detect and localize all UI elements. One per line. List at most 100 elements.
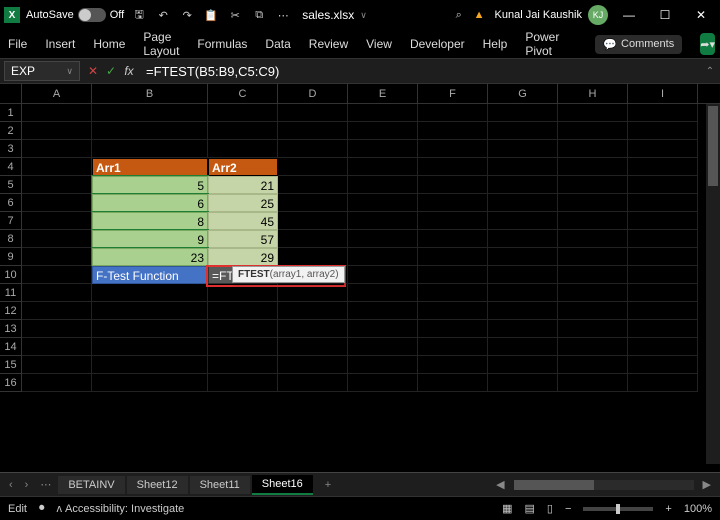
cell[interactable] xyxy=(558,104,628,122)
cell[interactable] xyxy=(348,356,418,374)
cell[interactable] xyxy=(418,104,488,122)
cell[interactable] xyxy=(348,374,418,392)
cell[interactable] xyxy=(208,284,278,302)
cell[interactable] xyxy=(418,302,488,320)
zoom-level[interactable]: 100% xyxy=(684,503,712,515)
copy-icon[interactable]: ⧉ xyxy=(250,9,268,22)
cell[interactable] xyxy=(348,212,418,230)
cell[interactable] xyxy=(628,302,698,320)
cell[interactable] xyxy=(348,320,418,338)
cell[interactable] xyxy=(348,266,418,284)
cell[interactable] xyxy=(208,356,278,374)
col-header[interactable]: C xyxy=(208,84,278,103)
cell[interactable] xyxy=(488,230,558,248)
view-pagebreak-icon[interactable]: ▯ xyxy=(547,502,553,515)
cell[interactable] xyxy=(208,122,278,140)
cell[interactable] xyxy=(628,266,698,284)
namebox-chevron-icon[interactable]: ∨ xyxy=(66,66,73,77)
maximize-button[interactable]: ☐ xyxy=(650,8,680,22)
sheet-nav-more[interactable]: ⋯ xyxy=(35,478,56,491)
cell[interactable] xyxy=(488,176,558,194)
row-header[interactable]: 1 xyxy=(0,104,22,122)
cell[interactable] xyxy=(558,338,628,356)
row-header[interactable]: 4 xyxy=(0,158,22,176)
expand-formula-icon[interactable]: ⌃ xyxy=(700,66,720,77)
cell[interactable] xyxy=(418,140,488,158)
zoom-in-button[interactable]: + xyxy=(665,503,671,515)
cell[interactable] xyxy=(488,302,558,320)
cell[interactable] xyxy=(628,158,698,176)
cell[interactable] xyxy=(278,248,348,266)
cell[interactable] xyxy=(92,302,208,320)
fx-button[interactable]: fx xyxy=(120,64,138,78)
cell[interactable] xyxy=(488,266,558,284)
zoom-slider[interactable] xyxy=(583,507,653,511)
col-header[interactable]: E xyxy=(348,84,418,103)
cell[interactable] xyxy=(348,140,418,158)
tab-insert[interactable]: Insert xyxy=(45,37,75,51)
row-header[interactable]: 14 xyxy=(0,338,22,356)
row-header[interactable]: 10 xyxy=(0,266,22,284)
cell[interactable] xyxy=(558,176,628,194)
cell[interactable] xyxy=(278,194,348,212)
row-header[interactable]: 3 xyxy=(0,140,22,158)
user-avatar[interactable]: KJ xyxy=(588,5,608,25)
tab-page-layout[interactable]: Page Layout xyxy=(143,30,179,58)
cell[interactable] xyxy=(628,356,698,374)
cell[interactable]: Arr2 xyxy=(208,158,278,176)
tab-formulas[interactable]: Formulas xyxy=(197,37,247,51)
col-header[interactable]: I xyxy=(628,84,698,103)
cell[interactable] xyxy=(558,158,628,176)
cell[interactable] xyxy=(558,194,628,212)
cell[interactable] xyxy=(208,320,278,338)
cell[interactable]: 6 xyxy=(92,194,208,212)
autosave-toggle[interactable]: AutoSave Off xyxy=(26,8,124,22)
col-header[interactable]: G xyxy=(488,84,558,103)
redo-icon[interactable]: ↷ xyxy=(178,9,196,22)
cell[interactable] xyxy=(22,176,92,194)
cell[interactable] xyxy=(488,212,558,230)
tab-data[interactable]: Data xyxy=(265,37,290,51)
cell[interactable] xyxy=(278,356,348,374)
cell[interactable] xyxy=(22,248,92,266)
cell[interactable] xyxy=(278,302,348,320)
row-header[interactable]: 2 xyxy=(0,122,22,140)
cell[interactable] xyxy=(348,284,418,302)
cell[interactable] xyxy=(628,122,698,140)
sheet-tab[interactable]: Sheet12 xyxy=(127,476,188,494)
cell[interactable] xyxy=(628,176,698,194)
select-all-corner[interactable] xyxy=(0,84,22,103)
cell[interactable] xyxy=(92,374,208,392)
cell[interactable] xyxy=(558,374,628,392)
cell[interactable] xyxy=(208,338,278,356)
cell[interactable] xyxy=(278,212,348,230)
cell[interactable] xyxy=(278,158,348,176)
cell[interactable] xyxy=(278,284,348,302)
cell[interactable]: Arr1 xyxy=(92,158,208,176)
cell[interactable] xyxy=(348,104,418,122)
cell[interactable] xyxy=(22,338,92,356)
cell[interactable] xyxy=(208,302,278,320)
undo-icon[interactable]: ↶ xyxy=(154,9,172,22)
cell[interactable] xyxy=(488,338,558,356)
more-icon[interactable]: ⋯ xyxy=(274,9,292,22)
cell[interactable] xyxy=(418,338,488,356)
username[interactable]: Kunal Jai Kaushik xyxy=(495,9,582,21)
col-header[interactable]: F xyxy=(418,84,488,103)
cell[interactable] xyxy=(22,158,92,176)
cell[interactable] xyxy=(22,284,92,302)
comments-button[interactable]: 💬 Comments xyxy=(595,35,682,54)
cell[interactable] xyxy=(488,194,558,212)
horizontal-scrollbar[interactable] xyxy=(514,480,694,490)
cell[interactable] xyxy=(628,230,698,248)
name-box[interactable]: EXP ∨ xyxy=(4,61,80,81)
cell[interactable] xyxy=(92,338,208,356)
col-header[interactable]: H xyxy=(558,84,628,103)
cell[interactable]: 29 xyxy=(208,248,278,266)
row-header[interactable]: 6 xyxy=(0,194,22,212)
cell[interactable] xyxy=(278,104,348,122)
cell[interactable] xyxy=(348,158,418,176)
sheet-tab[interactable]: Sheet16 xyxy=(252,475,313,495)
row-header[interactable]: 13 xyxy=(0,320,22,338)
cell[interactable] xyxy=(558,212,628,230)
